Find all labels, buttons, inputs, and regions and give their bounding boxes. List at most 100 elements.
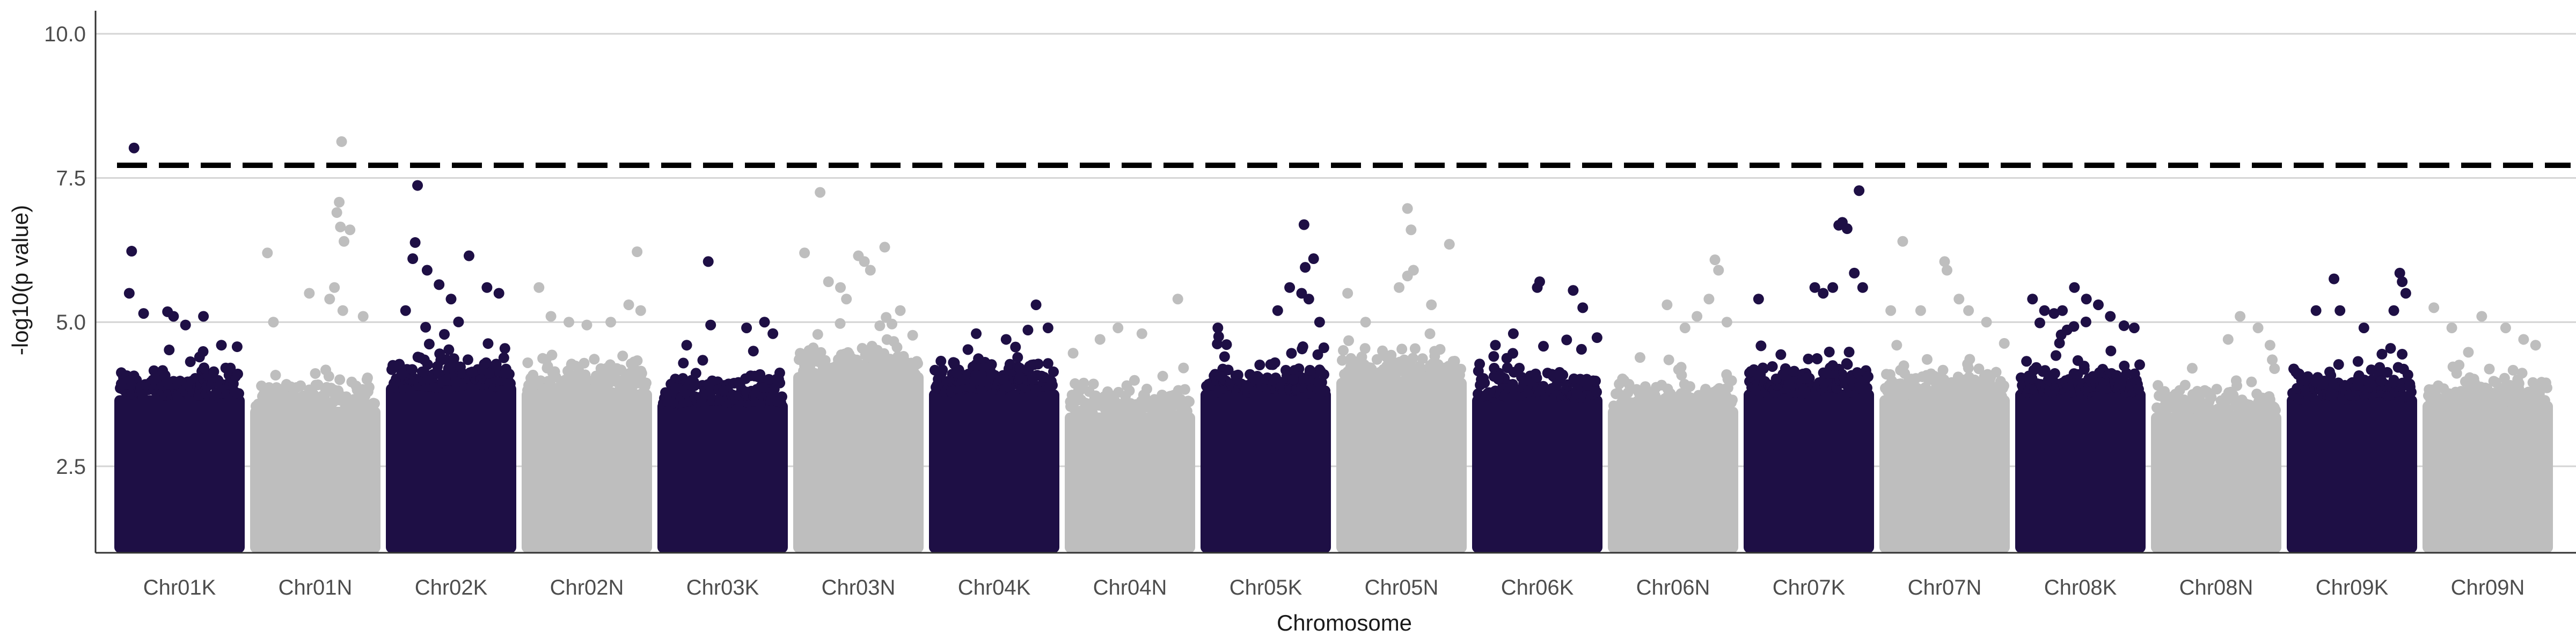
point: [1568, 285, 1579, 296]
point: [998, 374, 1009, 385]
point: [1312, 349, 1323, 360]
point: [123, 288, 135, 299]
point: [172, 377, 183, 388]
x-axis-title: Chromosome: [1277, 610, 1412, 635]
point: [2228, 390, 2239, 401]
point: [115, 378, 127, 390]
point: [1634, 352, 1645, 363]
point: [767, 328, 779, 339]
point: [635, 365, 647, 377]
point: [1884, 380, 1895, 391]
point: [498, 352, 509, 363]
point: [1755, 340, 1767, 352]
point: [623, 299, 634, 310]
point: [865, 265, 876, 276]
point: [681, 340, 692, 351]
point: [2133, 384, 2144, 395]
point: [2374, 362, 2385, 373]
point: [1314, 317, 1325, 328]
point: [841, 294, 852, 305]
point: [2388, 305, 2399, 316]
point: [1402, 270, 1413, 282]
point: [1444, 239, 1455, 250]
point: [1638, 391, 1649, 402]
point: [1217, 371, 1228, 382]
point: [2246, 376, 2257, 387]
point: [1990, 367, 2002, 378]
point: [125, 379, 136, 390]
point: [1360, 317, 1371, 328]
point: [986, 369, 997, 380]
point: [448, 353, 459, 364]
series-Chr03N: [793, 187, 924, 553]
point: [1582, 380, 1593, 391]
point: [1304, 364, 1315, 376]
point: [1676, 370, 1687, 381]
point: [1478, 376, 1489, 387]
point: [362, 372, 373, 384]
dense-points-Chr02K: [386, 383, 516, 553]
point: [2050, 350, 2061, 361]
point: [2129, 368, 2140, 379]
x-tick-label-Chr05K: Chr05K: [1230, 576, 1302, 599]
point: [602, 362, 613, 374]
point: [835, 282, 846, 293]
point: [1167, 396, 1179, 407]
point: [616, 364, 627, 376]
point: [1726, 375, 1737, 386]
point: [162, 306, 173, 317]
point: [815, 347, 826, 358]
point: [334, 374, 346, 385]
point: [1300, 262, 1311, 273]
point: [1319, 385, 1330, 397]
point: [216, 340, 227, 351]
point: [1964, 354, 1975, 365]
point: [2222, 334, 2234, 345]
dense-points-Chr07N: [1879, 395, 2010, 553]
dense-points-Chr09K: [2287, 395, 2417, 553]
point: [462, 354, 473, 365]
point: [2507, 364, 2519, 376]
point: [1042, 322, 1053, 333]
point: [455, 361, 466, 372]
point: [1298, 373, 1309, 384]
point: [162, 378, 173, 390]
point: [670, 382, 681, 393]
point: [755, 369, 766, 380]
point: [1406, 224, 1417, 236]
point: [334, 196, 345, 208]
point: [2476, 311, 2487, 322]
point: [2428, 302, 2440, 313]
point: [1700, 384, 1711, 395]
point: [2069, 282, 2080, 293]
point: [1719, 385, 1730, 397]
dense-points-Chr04N: [1065, 412, 1195, 553]
point: [1223, 364, 1234, 376]
point: [463, 250, 474, 261]
point: [705, 319, 716, 331]
point: [2352, 356, 2363, 367]
point: [1381, 361, 1392, 372]
point: [812, 329, 823, 340]
dense-points-Chr03N: [793, 372, 924, 553]
point: [836, 349, 847, 361]
point: [1857, 282, 1868, 293]
point: [159, 370, 171, 381]
point: [607, 387, 618, 398]
point: [566, 359, 577, 370]
point: [1803, 353, 1814, 364]
point: [1745, 366, 1757, 377]
point: [1455, 363, 1466, 375]
point: [1287, 374, 1299, 385]
dense-points-Chr02N: [522, 389, 652, 553]
point: [1286, 348, 1297, 359]
point: [2397, 276, 2408, 287]
point: [2269, 363, 2280, 374]
point: [2054, 338, 2065, 349]
point: [1212, 338, 1223, 349]
point: [2318, 378, 2329, 390]
point: [331, 207, 342, 218]
point: [1443, 361, 1454, 372]
point: [1921, 354, 1933, 365]
x-tick-label-Chr09N: Chr09N: [2451, 576, 2525, 599]
